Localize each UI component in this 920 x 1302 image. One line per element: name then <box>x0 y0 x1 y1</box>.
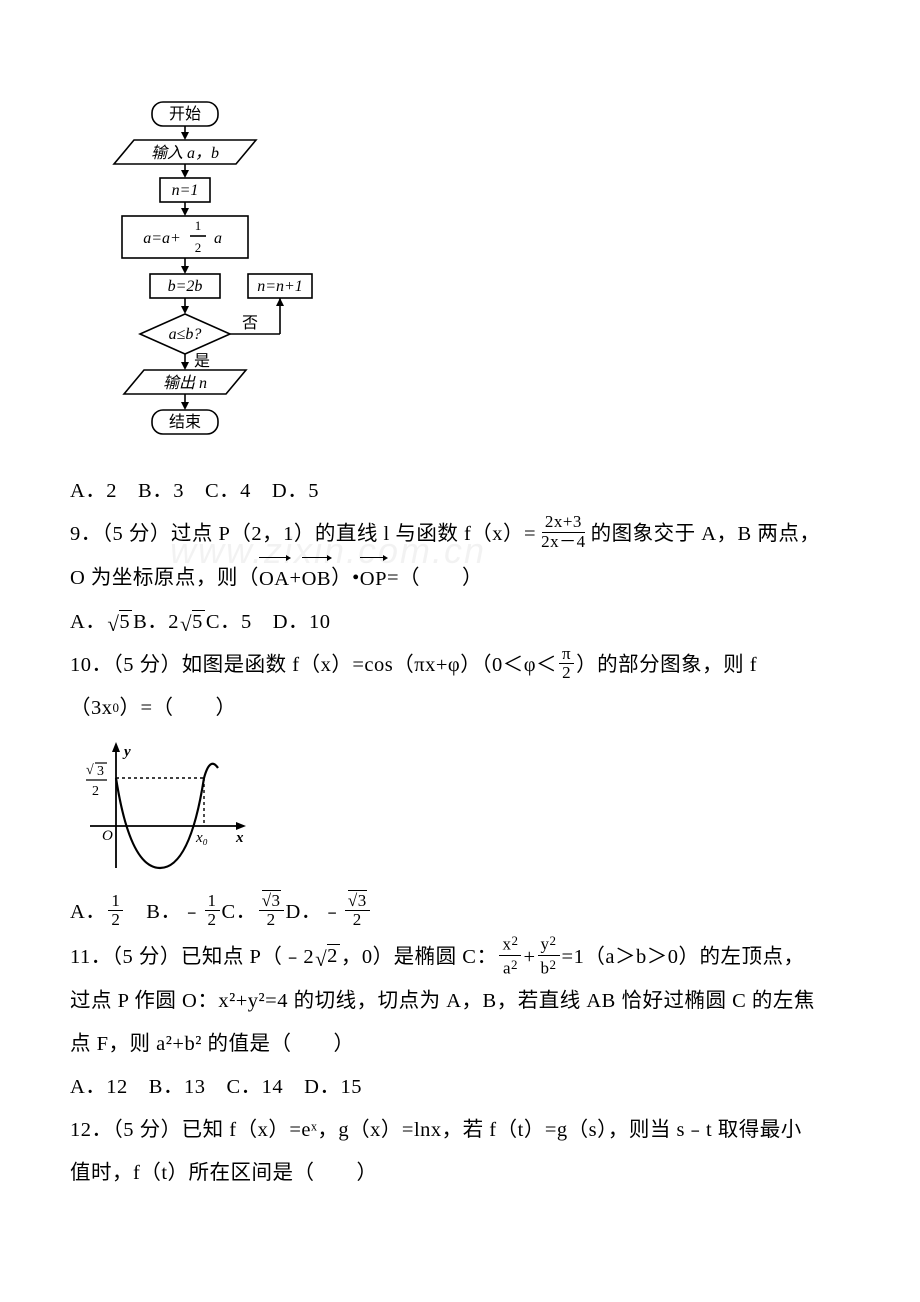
q11-stem-2: 过点 P 作圆 O：x²+y²=4 的切线，切点为 A，B，若直线 AB 恰好过… <box>70 980 850 1023</box>
q8-options: A．2 B．3 C．4 D．5 <box>70 470 850 513</box>
svg-text:3: 3 <box>97 764 104 779</box>
svg-text:√: √ <box>86 763 94 778</box>
svg-text:x₀: x₀ <box>195 830 208 846</box>
svg-text:a: a <box>214 230 222 247</box>
q9-stem-2: O 为坐标原点，则（ OA + OB ）• OP =（ ） <box>70 556 850 601</box>
svg-text:开始: 开始 <box>169 105 201 123</box>
q11-stem-1: 11．（5 分）已知点 P（﹣2 √2 ，0）是椭圆 C： x2 a2 + y2… <box>70 934 850 980</box>
svg-text:2: 2 <box>92 784 99 799</box>
svg-text:a≤b?: a≤b? <box>169 326 202 343</box>
svg-text:否: 否 <box>242 315 258 332</box>
svg-text:n=n+1: n=n+1 <box>257 278 303 295</box>
svg-text:x: x <box>235 830 244 846</box>
svg-text:是: 是 <box>194 353 210 370</box>
flowchart-diagram: 开始 输入 a，b n=1 a=a+ 1 2 a b=2b n=n+1 <box>90 100 320 445</box>
svg-text:2: 2 <box>195 240 202 255</box>
svg-text:n=1: n=1 <box>172 182 199 199</box>
q11-options: A．12 B．13 C．14 D．15 <box>70 1066 850 1109</box>
svg-text:b=2b: b=2b <box>168 278 203 295</box>
q11-stem-3: 点 F，则 a²+b² 的值是（ ） <box>70 1023 850 1066</box>
q10-options: A． 12 B．﹣ 12 C． √32 D．﹣ √32 <box>70 891 850 934</box>
svg-text:输入 a，b: 输入 a，b <box>151 144 219 162</box>
exam-page: www.zixin.com.cn 开始 输入 a，b n=1 a=a+ 1 2 … <box>0 0 920 1275</box>
q12-stem-2: 值时，f（t）所在区间是（ ） <box>70 1152 850 1195</box>
svg-text:y: y <box>122 744 131 760</box>
q10-graph: y x O x₀ √3 2 <box>80 738 250 878</box>
svg-text:结束: 结束 <box>169 413 201 431</box>
svg-text:O: O <box>102 828 113 844</box>
svg-text:1: 1 <box>195 218 202 233</box>
q9-stem-1: 9．（5 分）过点 P（2，1）的直线 l 与函数 f（x）= 2x+32x－4… <box>70 513 850 556</box>
q12-stem-1: 12．（5 分）已知 f（x）=eˣ，g（x）=lnx，若 f（t）=g（s），… <box>70 1109 850 1152</box>
svg-text:输出 n: 输出 n <box>163 374 207 392</box>
svg-text:a=a+: a=a+ <box>143 230 181 247</box>
q10-stem-1: 10．（5 分）如图是函数 f（x）=cos（πx+φ）（0＜φ＜ π2 ）的部… <box>70 644 850 687</box>
q10-stem-2: （3x0）=（ ） <box>70 687 850 730</box>
q9-options: A． √5 B．2 √5 C．5 D．10 <box>70 601 850 644</box>
